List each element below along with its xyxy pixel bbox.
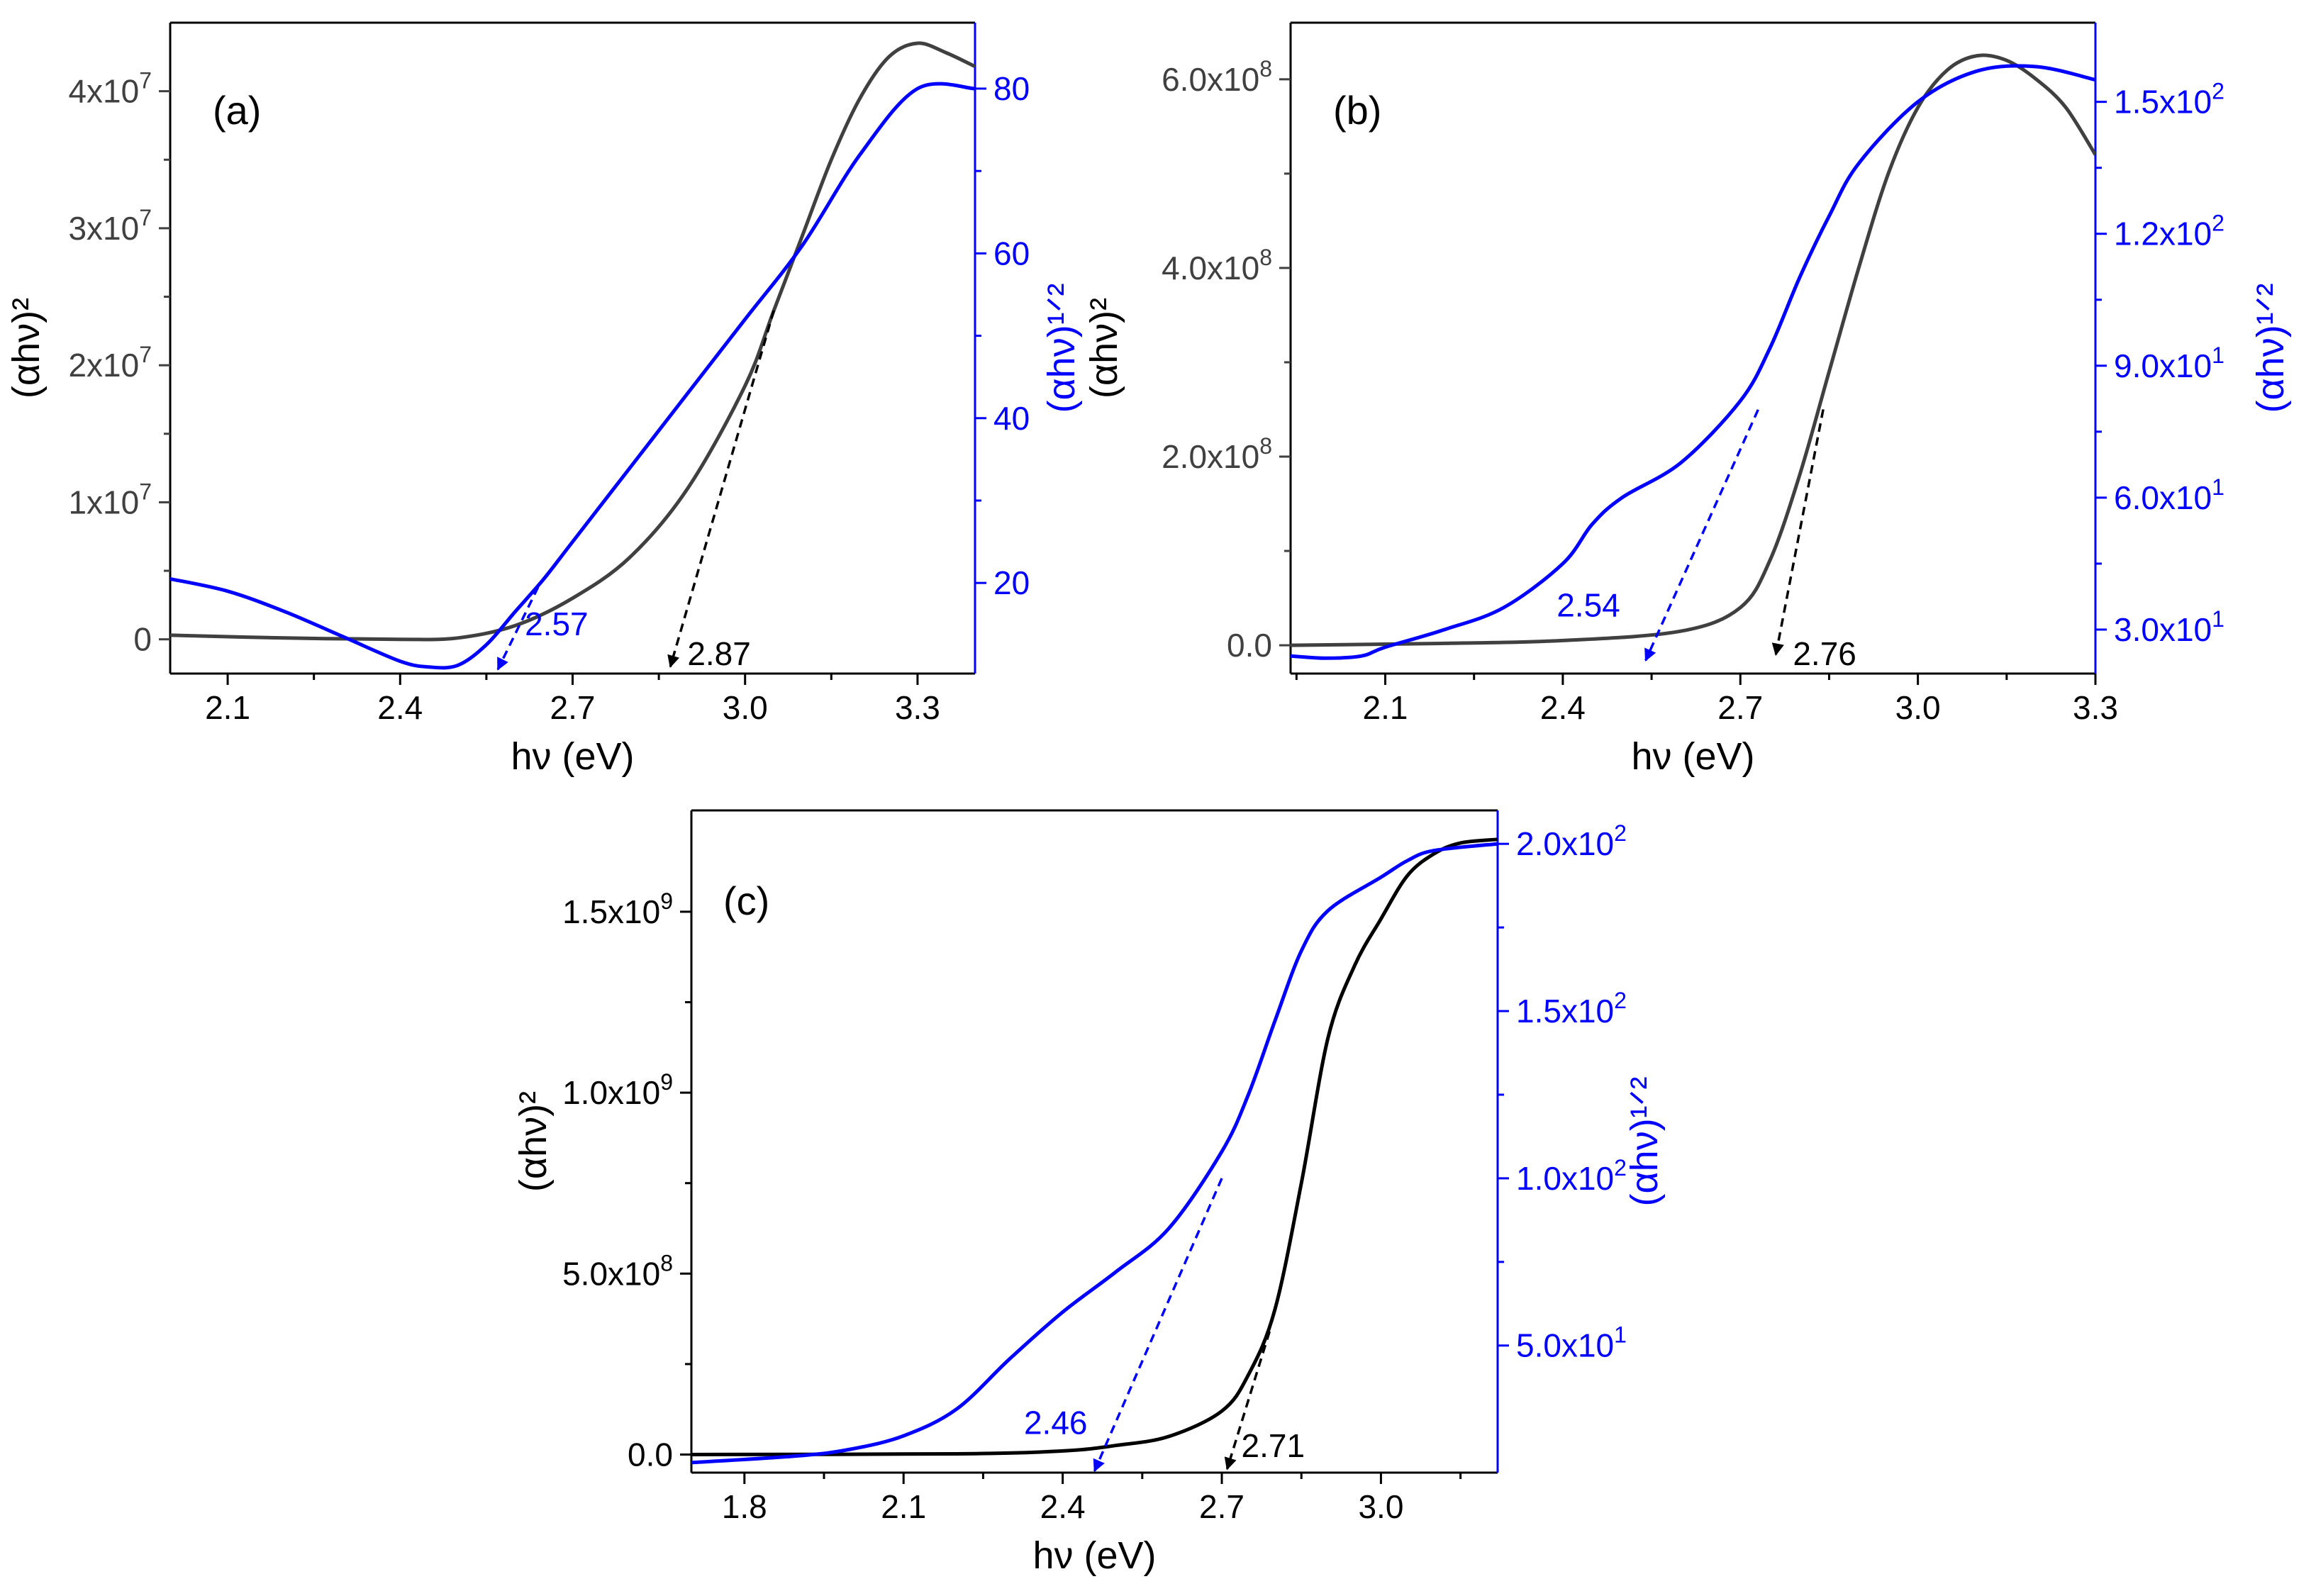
x-tick-label: 2.7 xyxy=(1199,1488,1244,1525)
right-tick-label: 80 xyxy=(993,70,1030,107)
left-tick-label: 4x107 xyxy=(68,68,152,110)
left-tick-label: 3x107 xyxy=(68,205,152,247)
x-tick-label: 2.4 xyxy=(377,689,423,726)
x-tick-label: 3.0 xyxy=(723,689,768,726)
left-axis-title: (αhν)² xyxy=(512,1091,555,1192)
right-tick-label: 2.0x102 xyxy=(1516,820,1627,862)
left-tick-label: 1.5x109 xyxy=(562,888,673,930)
x-tick-label: 2.7 xyxy=(550,689,596,726)
left-tick-label: 5.0x108 xyxy=(562,1250,673,1292)
bandgap-label: 2.76 xyxy=(1793,635,1856,672)
x-tick-label: 3.0 xyxy=(1895,689,1941,726)
panel-c: 1.8 2.1 2.4 2.7 3.0 0.0 5.0x108 1.0x109 1.5x109 5… xyxy=(512,809,1666,1577)
panel-a: 2.1 2.4 2.7 3.0 3.3 0 1x107 2x107 3x107 4x107 20 40… xyxy=(5,21,1083,778)
tangent-fit-blue xyxy=(496,586,540,671)
left-tick-label: 1x107 xyxy=(68,479,152,520)
tangent-fit-black xyxy=(1771,409,1825,657)
x-tick-label: 3.3 xyxy=(2073,689,2118,726)
right-tick-label: 9.0x101 xyxy=(2114,342,2224,384)
right-tick-label: 5.0x101 xyxy=(1516,1322,1627,1364)
right-tick-label: 3.0x101 xyxy=(2114,606,2224,648)
right-axis-title: (αhν)¹ᐟ² xyxy=(2249,283,2292,413)
right-tick-label: 20 xyxy=(993,564,1030,601)
series-line-alpha-hv-sqrt xyxy=(691,842,1498,1465)
right-tick-label: 1.2x102 xyxy=(2114,211,2224,252)
right-tick-label: 60 xyxy=(993,235,1030,272)
x-tick-label: 1.8 xyxy=(722,1488,767,1525)
bandgap-label: 2.46 xyxy=(1024,1405,1088,1441)
left-tick-label: 0.0 xyxy=(628,1436,673,1473)
right-axis-title: (αhν)¹ᐟ² xyxy=(1040,283,1083,413)
panel-label: (a) xyxy=(213,88,261,133)
bandgap-label: 2.71 xyxy=(1242,1427,1305,1464)
left-axis-title: (αhν)² xyxy=(5,298,48,398)
left-tick-label: 2.0x108 xyxy=(1162,433,1272,475)
right-tick-label: 1.0x102 xyxy=(1516,1155,1627,1197)
bandgap-label: 2.54 xyxy=(1557,586,1620,623)
left-tick-label: 1.0x109 xyxy=(562,1069,673,1111)
left-axis-title: (αhν)² xyxy=(1083,298,1125,398)
x-tick-label: 2.1 xyxy=(881,1488,926,1525)
right-tick-label: 6.0x101 xyxy=(2114,474,2224,516)
x-tick-label: 2.1 xyxy=(1363,689,1408,726)
right-tick-label: 40 xyxy=(993,400,1030,437)
bandgap-label: 2.57 xyxy=(525,606,589,642)
x-tick-label: 2.4 xyxy=(1540,689,1586,726)
tangent-fit-blue xyxy=(1093,1178,1223,1473)
panel-b: 2.1 2.4 2.7 3.0 3.3 0.0 2.0x108 4.0x108 6.0x108 3… xyxy=(1083,21,2292,778)
bandgap-label: 2.87 xyxy=(687,635,751,672)
right-axis-title: (αhν)¹ᐟ² xyxy=(1623,1076,1666,1206)
right-tick-label: 1.5x102 xyxy=(2114,79,2224,121)
left-tick-label: 0 xyxy=(133,621,152,658)
left-tick-label: 0.0 xyxy=(1227,627,1272,664)
x-axis-title: hν (eV) xyxy=(1032,1534,1156,1577)
tangent-fit-black xyxy=(667,310,775,669)
x-tick-label: 3.3 xyxy=(895,689,940,726)
x-tick-label: 2.4 xyxy=(1040,1488,1086,1525)
x-axis-title: hν (eV) xyxy=(1631,735,1754,778)
x-axis-title: hν (eV) xyxy=(511,735,634,778)
right-tick-label: 1.5x102 xyxy=(1516,988,1627,1029)
series-line-alpha-hv-squared xyxy=(1291,53,2095,647)
series-line-alpha-hv-squared xyxy=(691,837,1498,1456)
left-tick-label: 4.0x108 xyxy=(1162,245,1272,286)
left-tick-label: 6.0x108 xyxy=(1162,56,1272,98)
series-line-alpha-hv-sqrt xyxy=(1291,64,2095,660)
panel-label: (c) xyxy=(723,878,769,923)
panel-label: (b) xyxy=(1333,88,1381,133)
tangent-fit-black xyxy=(1224,1331,1271,1471)
series-line-alpha-hv-squared xyxy=(170,41,975,642)
left-tick-label: 2x107 xyxy=(68,342,152,384)
x-tick-label: 2.1 xyxy=(205,689,250,726)
tangent-fit-blue xyxy=(1644,409,1759,662)
x-tick-label: 2.7 xyxy=(1717,689,1763,726)
series-line-alpha-hv-sqrt xyxy=(170,82,975,670)
x-tick-label: 3.0 xyxy=(1358,1488,1403,1525)
